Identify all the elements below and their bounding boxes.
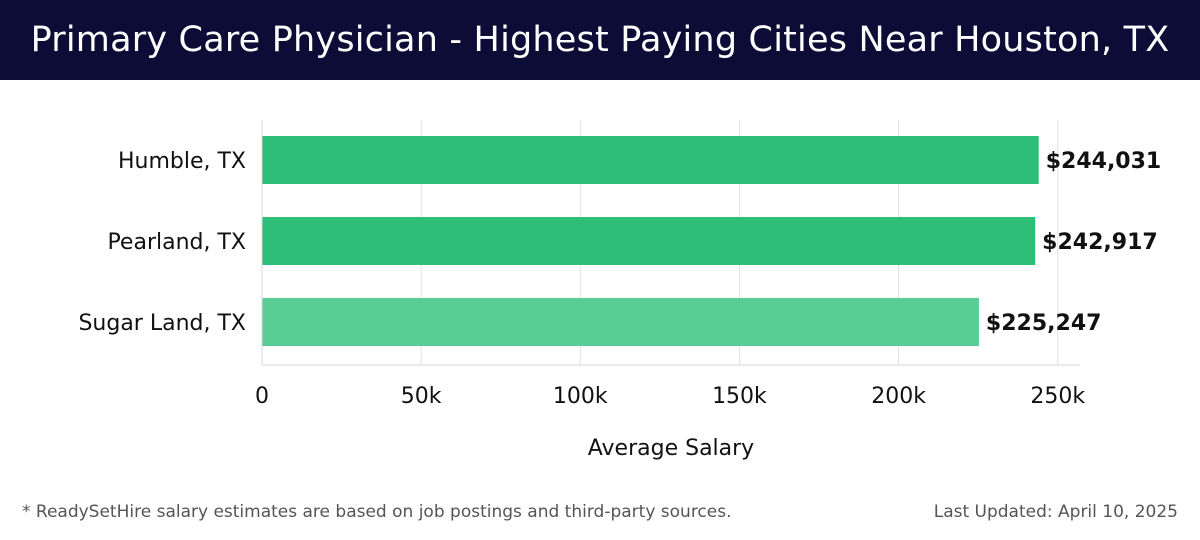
chart-title: Primary Care Physician - Highest Paying … [0,0,1200,80]
bar [262,136,1039,184]
x-axis-label: Average Salary [588,436,754,461]
category-label: Pearland, TX [107,230,246,255]
x-tick-label: 150k [712,384,767,409]
last-updated-text: Last Updated: April 10, 2025 [933,502,1178,522]
category-label: Humble, TX [118,149,246,174]
bar [262,217,1036,265]
axes [261,120,1080,366]
bar-chart: 0 50k 100k 150k 200k 250k Average Salary Humble… [78,120,1161,461]
x-tick-label: 100k [553,384,608,409]
disclaimer-text: * ReadySetHire salary estimates are base… [22,502,732,522]
category-label: Sugar Land, TX [78,311,246,336]
bar [262,298,979,346]
x-tick-label: 0 [255,384,269,409]
x-tick-label: 200k [871,384,926,409]
x-tick-label: 250k [1030,384,1085,409]
value-label: $242,917 [1042,230,1158,255]
x-tick-label: 50k [401,384,442,409]
bars [262,136,1039,346]
labels: 0 50k 100k 150k 200k 250k Average Salary Humble… [78,149,1161,461]
value-label: $244,031 [1046,149,1162,174]
value-label: $225,247 [986,311,1102,336]
